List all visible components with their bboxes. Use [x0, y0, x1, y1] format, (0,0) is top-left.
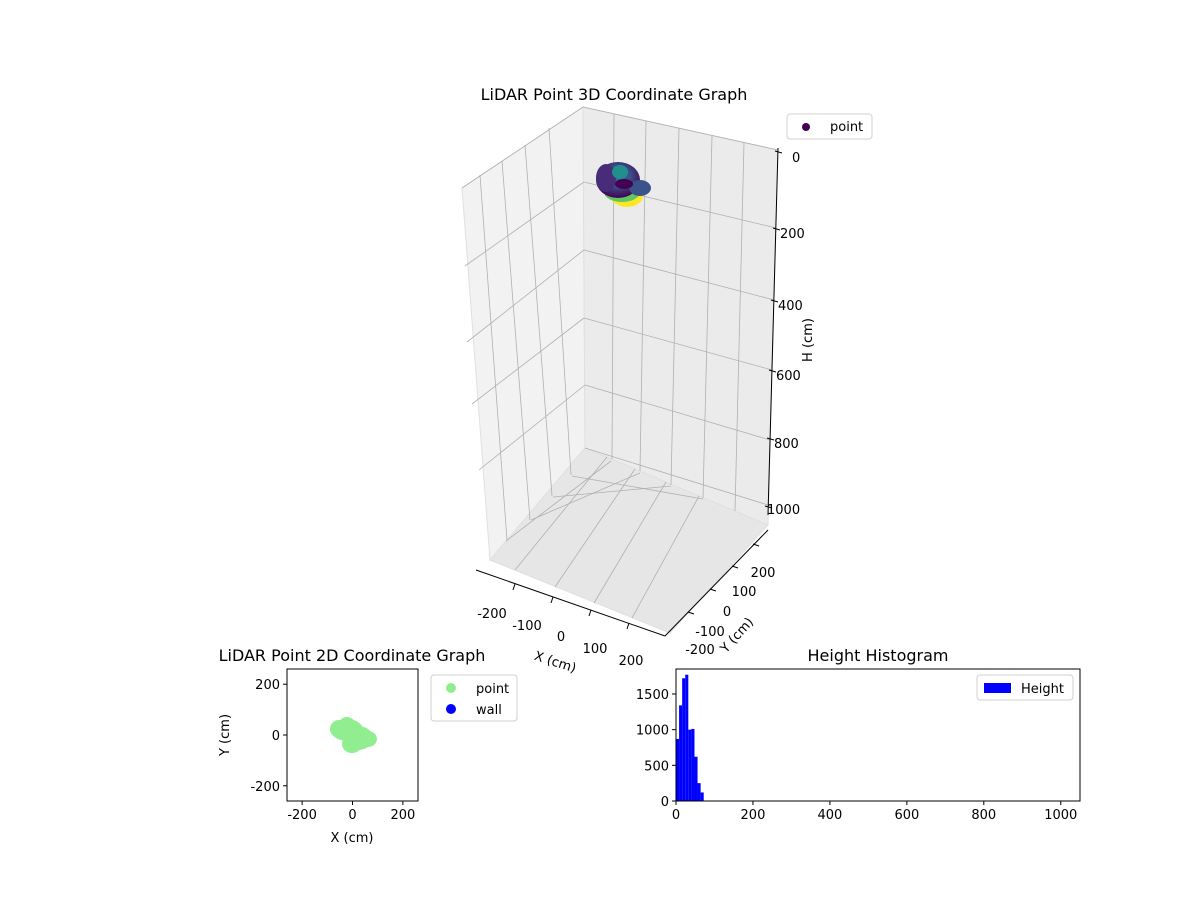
x3d-tick: 200	[619, 654, 644, 669]
y3d-tick: -200	[685, 643, 715, 658]
z3d-tick: 800	[774, 437, 799, 452]
z3d-tick: 0	[792, 151, 800, 166]
plot2d-ticks: -200 0 200 -200 0 200	[250, 678, 415, 823]
plot2d-ytick-label: -200	[250, 780, 280, 795]
plot3d-title: LiDAR Point 3D Coordinate Graph	[481, 85, 748, 104]
legend-label-wall: wall	[476, 703, 502, 718]
hist-xtick-label: 400	[817, 808, 842, 823]
plot2d-ylabel: Y (cm)	[218, 714, 233, 757]
plot3d-legend-box	[786, 113, 873, 140]
legend-label-point: point	[476, 682, 509, 697]
legend-marker-wall	[446, 704, 456, 714]
y3d-tick: -100	[695, 625, 725, 640]
z3d-tick: 200	[780, 227, 805, 242]
histogram-title: Height Histogram	[808, 646, 949, 665]
hist-xtick-label: 1000	[1044, 808, 1077, 823]
y3d-tick: 0	[723, 605, 731, 620]
histogram-bar	[697, 783, 701, 801]
histogram-axes-frame	[675, 668, 1081, 802]
histogram-bar	[688, 729, 692, 801]
hist-ytick-label: 1500	[636, 688, 669, 703]
y3d-tick: 100	[732, 585, 757, 600]
hist-ytick-label: 1000	[636, 724, 669, 739]
plot2d-xtick-label: 0	[348, 808, 356, 823]
histogram-legend: Height	[976, 674, 1074, 701]
legend-swatch-height	[984, 683, 1011, 693]
plot2d-title: LiDAR Point 2D Coordinate Graph	[219, 646, 486, 665]
histogram-bar	[694, 756, 698, 801]
z3d-tick: 1000	[767, 503, 800, 518]
z3d-tick: 600	[776, 369, 801, 384]
histogram-bar	[679, 705, 683, 801]
plot2d-xtick-label: 200	[390, 808, 415, 823]
legend-marker-point	[446, 683, 456, 693]
x3d-tick: -200	[477, 607, 507, 622]
x3d-tick: 100	[583, 642, 608, 657]
x3d-axis-label: X (cm)	[532, 649, 578, 677]
histogram-bar	[676, 738, 680, 801]
axes-lines	[475, 147, 779, 637]
plot2d-legend: point wall	[430, 674, 518, 722]
plot3d-legend: point	[786, 113, 873, 140]
y-tick-marks	[687, 543, 760, 615]
hist-xtick-label: 800	[971, 808, 996, 823]
point-cloud-3d	[596, 162, 651, 207]
hist-xtick-label: 0	[672, 808, 680, 823]
x-tick-marks	[512, 583, 630, 630]
z-tick-marks	[764, 150, 783, 509]
hist-xtick-label: 600	[894, 808, 919, 823]
plot3d: LiDAR Point 3D Coordinate Graph	[461, 85, 873, 677]
histogram-bars	[676, 674, 704, 801]
hist-ytick-label: 500	[644, 759, 669, 774]
plot2d-xlabel: X (cm)	[331, 831, 374, 846]
hist-ytick-label: 0	[661, 795, 669, 810]
z3d-tick: 400	[778, 299, 803, 314]
histogram-legend-box	[976, 674, 1074, 701]
histogram-bar	[691, 728, 695, 801]
histogram-ticks: 0 200 400 600 800 1000 0 500 1000 1500	[636, 688, 1077, 823]
histogram-bar	[682, 678, 686, 801]
histogram-bar	[700, 792, 704, 801]
x3d-tick: -100	[512, 619, 542, 634]
pane-floor	[489, 447, 769, 634]
hist-xtick-label: 200	[741, 808, 766, 823]
histogram-bar	[685, 674, 689, 801]
plot2d: LiDAR Point 2D Coordinate Graph -200 0 200…	[218, 646, 518, 846]
histogram: Height Histogram 0 200 400 600 800 1000 0 500 10…	[636, 646, 1081, 823]
legend-label-height: Height	[1021, 682, 1064, 697]
x3d-tick: 0	[557, 630, 565, 645]
plot2d-point-cloud	[330, 717, 377, 753]
plot2d-xtick-label: -200	[287, 808, 317, 823]
y3d-tick: 200	[751, 566, 776, 581]
legend-marker-point	[802, 123, 810, 131]
z3d-axis-label: H (cm)	[801, 318, 816, 362]
legend-label-point: point	[830, 120, 863, 135]
plot2d-ytick-label: 200	[255, 678, 280, 693]
plot2d-ytick-label: 0	[272, 729, 280, 744]
